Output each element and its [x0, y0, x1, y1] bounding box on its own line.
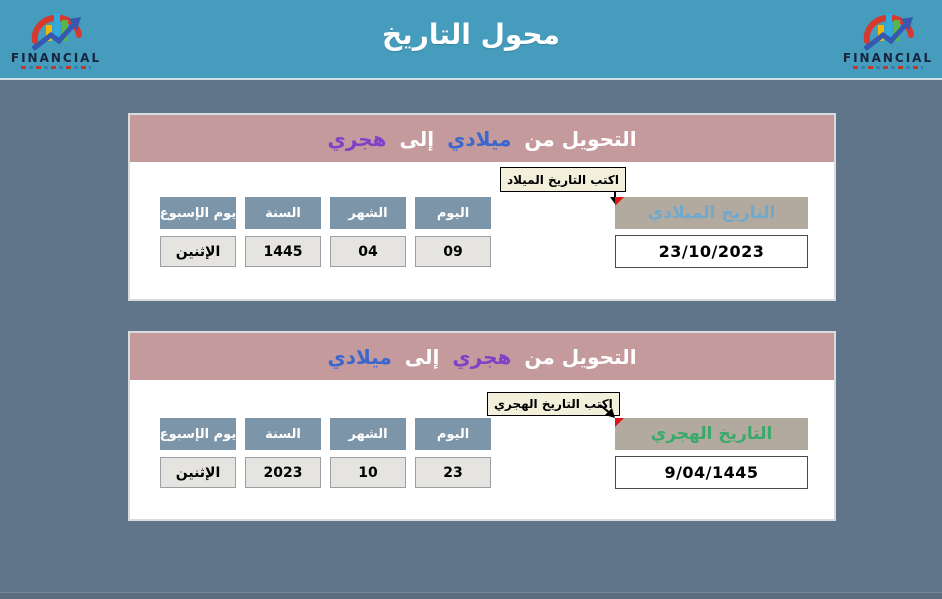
financial-logo-icon [8, 3, 104, 53]
column-year: السنة 1445 [245, 197, 321, 267]
column-month: الشهر 10 [330, 418, 406, 488]
column-weekday: يوم الإسبوع الإثنين [160, 197, 236, 267]
gregorian-date-input[interactable]: 23/10/2023 [615, 235, 808, 268]
title-prefix: التحويل من [524, 344, 637, 369]
column-weekday-value: الإثنين [160, 236, 236, 267]
column-month-value: 04 [330, 236, 406, 267]
result-columns: اليوم 09 الشهر 04 السنة 1445 يوم الإسبوع… [159, 197, 491, 267]
financial-logo-icon [840, 3, 936, 53]
column-month-value: 10 [330, 457, 406, 488]
panel-header: التحويل من ميلادي إلى هجري [130, 115, 834, 162]
column-day-value: 09 [415, 236, 491, 267]
column-weekday-value: الإثنين [160, 457, 236, 488]
title-connector: إلى [399, 126, 435, 151]
column-day: اليوم 23 [415, 418, 491, 488]
title-to-word: ميلادي [327, 344, 392, 369]
callout-write-gregorian-date: اكتب التاريخ الميلاد [500, 167, 626, 192]
brand-text: FINANCIAL [10, 51, 102, 65]
comment-marker-icon [615, 197, 624, 206]
column-year-value: 1445 [245, 236, 321, 267]
brand-text: FINANCIAL [842, 51, 934, 65]
column-month: الشهر 04 [330, 197, 406, 267]
result-columns: اليوم 23 الشهر 10 السنة 2023 يوم الإسبوع… [159, 418, 491, 488]
title-to-word: هجري [327, 126, 387, 151]
panel-title: التحويل من هجري إلى ميلادي [324, 345, 639, 369]
financial-logo-left: FINANCIAL [8, 3, 104, 79]
hijri-date-label: التاريخ الهجري [615, 418, 808, 450]
column-year: السنة 2023 [245, 418, 321, 488]
column-weekday: يوم الإسبوع الإثنين [160, 418, 236, 488]
gregorian-date-label: التاريخ الميلادي [615, 197, 808, 229]
panel-title: التحويل من ميلادي إلى هجري [324, 127, 639, 151]
page-title: محول التاريخ [382, 18, 560, 51]
brand-tagline-decoration [21, 66, 91, 69]
column-day-value: 23 [415, 457, 491, 488]
column-year-header: السنة [245, 197, 321, 229]
column-day-header: اليوم [415, 418, 491, 450]
column-day: اليوم 09 [415, 197, 491, 267]
title-prefix: التحويل من [524, 126, 637, 151]
column-day-header: اليوم [415, 197, 491, 229]
column-month-header: الشهر [330, 418, 406, 450]
title-from-word: ميلادي [447, 126, 512, 151]
column-weekday-header: يوم الإسبوع [160, 418, 236, 450]
callout-arrow-icon [598, 401, 620, 427]
comment-marker-icon [615, 418, 624, 427]
hijri-date-input[interactable]: 9/04/1445 [615, 456, 808, 489]
panel-header: التحويل من هجري إلى ميلادي [130, 333, 834, 380]
panel-gregorian-to-hijri: التحويل من ميلادي إلى هجري اكتب التاريخ … [128, 113, 836, 301]
column-weekday-header: يوم الإسبوع [160, 197, 236, 229]
column-month-header: الشهر [330, 197, 406, 229]
title-connector: إلى [404, 344, 440, 369]
footer-strip [0, 592, 942, 599]
title-from-word: هجري [452, 344, 512, 369]
top-header-bar: FINANCIAL محول التاريخ FINANCIAL [0, 0, 942, 80]
panel-hijri-to-gregorian: التحويل من هجري إلى ميلادي اكتب التاريخ … [128, 331, 836, 521]
column-year-header: السنة [245, 418, 321, 450]
financial-logo-right: FINANCIAL [840, 3, 936, 79]
callout-write-hijri-date: اكتب التاريخ الهجري [487, 392, 620, 416]
brand-tagline-decoration [853, 66, 923, 69]
callout-connector-line [614, 192, 616, 198]
column-year-value: 2023 [245, 457, 321, 488]
